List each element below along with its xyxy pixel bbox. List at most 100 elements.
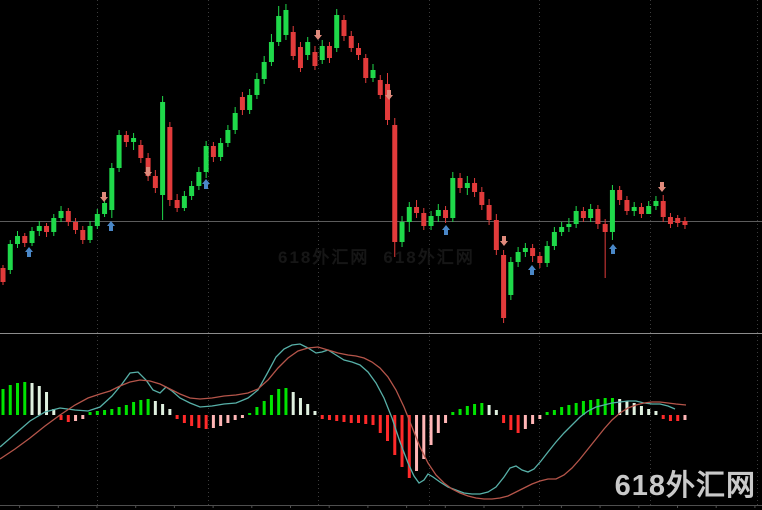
macd-histogram-bar <box>320 415 324 419</box>
macd-histogram-bar <box>545 412 549 415</box>
candle-bearish <box>457 178 463 188</box>
candle-bullish <box>181 196 187 208</box>
macd-histogram-bar <box>393 415 397 455</box>
macd-histogram-bar <box>81 415 85 419</box>
candle-bearish <box>210 146 216 157</box>
macd-histogram-bar <box>190 415 194 426</box>
candle-bearish <box>414 207 420 213</box>
candle-bullish <box>544 246 550 263</box>
candle-bullish <box>609 190 615 232</box>
macd-histogram-bar <box>269 395 273 415</box>
macd-histogram-bar <box>632 403 636 415</box>
macd-histogram-bar <box>618 399 622 415</box>
candle-bullish <box>160 102 166 195</box>
macd-histogram-bar <box>110 409 114 415</box>
macd-histogram-bar <box>66 415 70 422</box>
macd-histogram-bar <box>436 415 440 433</box>
candle-bearish <box>660 201 666 217</box>
candle-bearish <box>493 220 499 250</box>
macd-histogram-bar <box>161 404 165 415</box>
candle-bullish <box>508 262 514 295</box>
macd-histogram-bar <box>647 409 651 415</box>
candle-bullish <box>58 211 64 218</box>
candle-bullish <box>87 226 93 240</box>
candle-bearish <box>472 183 478 192</box>
candle-bullish <box>232 113 238 130</box>
candle-bullish <box>653 201 659 206</box>
candle-bullish <box>450 178 456 218</box>
macd-histogram-bar <box>211 415 215 428</box>
macd-histogram-bar <box>676 415 680 421</box>
buy-arrow-icon <box>442 225 450 235</box>
macd-histogram-bar <box>371 415 375 425</box>
watermark-center-text: 618外汇网 <box>383 248 475 267</box>
macd-histogram-bar <box>487 405 491 415</box>
macd-histogram-bar <box>30 383 34 415</box>
macd-histogram-bar <box>219 415 223 426</box>
sell-arrow-icon <box>500 236 508 246</box>
candle-bearish <box>486 205 492 220</box>
candle-bullish <box>218 143 224 157</box>
macd-histogram-bar <box>356 415 360 423</box>
macd-histogram-bar <box>52 409 56 415</box>
candle-bullish <box>94 214 100 226</box>
macd-histogram-bar <box>277 389 281 415</box>
candle-bearish <box>602 224 608 232</box>
candle-bearish <box>290 32 296 56</box>
candle-bearish <box>617 190 623 200</box>
macd-histogram-bar <box>494 410 498 415</box>
sell-arrow-icon <box>658 182 666 192</box>
macd-histogram-bar <box>451 412 455 415</box>
macd-histogram-bar <box>132 402 136 415</box>
macd-histogram-bar <box>37 386 41 415</box>
candle-bearish <box>312 52 318 66</box>
candle-bullish <box>435 210 441 216</box>
macd-histogram-bar <box>298 398 302 415</box>
macd-histogram-bar <box>516 415 520 433</box>
candle-bullish <box>225 130 231 143</box>
buy-arrow-icon <box>528 265 536 275</box>
macd-histogram-bar <box>45 392 49 415</box>
macd-histogram-bar <box>262 401 266 415</box>
candle-bullish <box>247 95 253 110</box>
candle-bearish <box>326 46 332 58</box>
candle-bullish <box>566 224 572 227</box>
macd-histogram-bar <box>117 407 121 415</box>
watermark-corner: 618外汇网 <box>614 470 756 502</box>
watermark-center-text: 618外汇网 <box>278 248 370 267</box>
macd-histogram-bar <box>197 415 201 428</box>
candle-bullish <box>196 172 202 186</box>
candle-bullish <box>7 244 13 270</box>
candle-bearish <box>421 213 427 226</box>
macd-histogram-bar <box>574 403 578 415</box>
macd-histogram-bar <box>531 415 535 424</box>
candle-bullish <box>116 135 122 168</box>
candle-bearish <box>667 217 673 224</box>
candle-bullish <box>515 252 521 262</box>
macd-histogram-bar <box>284 388 288 415</box>
macd-histogram-bar <box>523 415 527 429</box>
macd-histogram-bar <box>88 412 92 415</box>
macd-histogram-bar <box>240 415 244 418</box>
macd-histogram-bar <box>364 415 368 424</box>
candle-bullish <box>588 209 594 218</box>
buy-arrow-icon <box>107 221 115 231</box>
candle-bearish <box>363 58 369 78</box>
macd-histogram-bar <box>480 403 484 415</box>
candle-bullish <box>319 46 325 60</box>
candle-bearish <box>377 80 383 95</box>
candle-bullish <box>551 232 557 246</box>
macd-histogram-bar <box>16 383 20 415</box>
sell-arrow-icon <box>100 192 108 202</box>
macd-histogram-bar <box>683 415 687 420</box>
candle-bearish <box>73 222 79 230</box>
candle-bearish <box>682 221 688 225</box>
candle-bearish <box>0 268 6 282</box>
candle-bearish <box>123 135 129 142</box>
macd-histogram-bar <box>502 415 506 423</box>
candle-bearish <box>348 36 354 48</box>
candle-bearish <box>167 127 173 200</box>
buy-arrow-icon <box>609 244 617 254</box>
candle-bullish <box>102 203 108 214</box>
